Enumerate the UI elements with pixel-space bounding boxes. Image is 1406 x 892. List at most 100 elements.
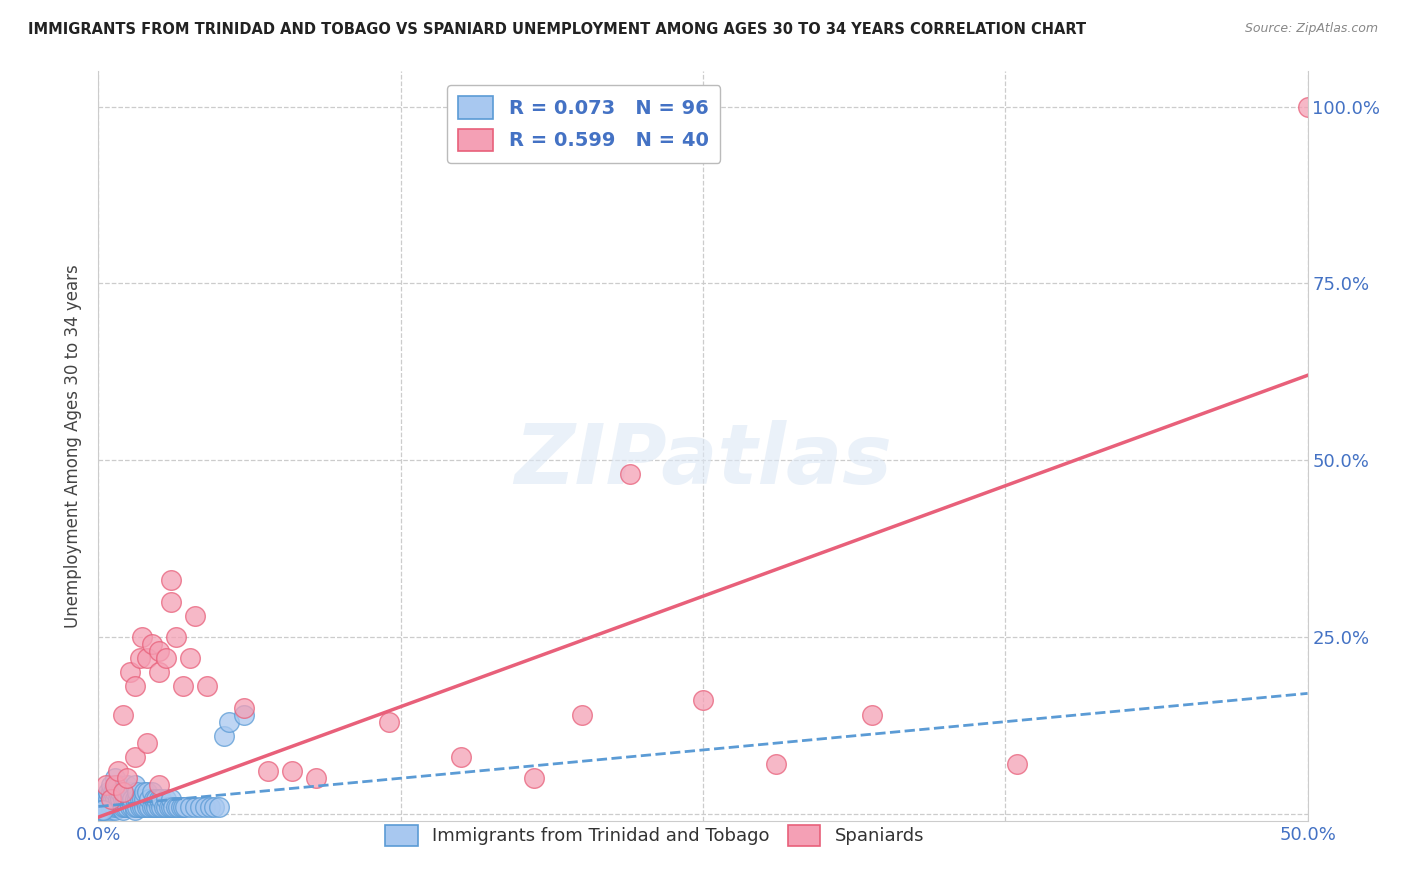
Point [152,799,174,814]
Point [90,803,112,817]
Point [124,799,146,814]
Point [124,792,146,806]
Point [305,771,328,785]
Point [571,707,593,722]
Point [194,799,217,814]
Point [111,799,134,814]
Point [143,792,166,806]
Point [108,799,131,814]
Point [118,799,141,814]
Text: ZIPatlas: ZIPatlas [515,420,891,501]
Point [104,792,127,806]
Point [127,792,149,806]
Point [107,792,129,806]
Point [523,771,546,785]
Point [172,679,194,693]
Point [208,799,231,814]
Point [107,778,129,792]
Point [111,785,134,799]
Point [104,778,127,792]
Point [692,693,714,707]
Legend: Immigrants from Trinidad and Tobago, Spaniards: Immigrants from Trinidad and Tobago, Spa… [378,818,931,853]
Point [128,792,150,806]
Point [184,608,207,623]
Point [118,665,141,680]
Point [94,778,117,792]
Point [195,679,218,693]
Point [108,792,131,806]
Point [124,803,146,817]
Point [165,630,187,644]
Point [619,467,641,482]
Point [131,799,153,814]
Point [184,799,207,814]
Point [128,651,150,665]
Point [107,764,129,779]
Point [117,792,139,806]
Point [162,799,184,814]
Point [765,757,787,772]
Point [94,799,117,814]
Point [91,792,114,806]
Point [155,651,177,665]
Point [114,785,136,799]
Point [145,799,167,814]
Point [94,803,117,817]
Point [134,785,156,799]
Point [117,771,139,785]
Point [111,803,134,817]
Point [117,799,139,814]
Y-axis label: Unemployment Among Ages 30 to 34 years: Unemployment Among Ages 30 to 34 years [65,264,83,628]
Point [127,799,149,814]
Point [145,792,167,806]
Point [104,799,127,814]
Point [124,778,146,792]
Point [100,792,122,806]
Point [111,707,134,722]
Point [160,574,183,588]
Point [100,785,122,799]
Point [188,799,211,814]
Point [104,803,127,817]
Point [141,785,163,799]
Point [167,799,190,814]
Point [160,792,183,806]
Point [97,785,120,799]
Point [131,630,153,644]
Point [118,792,141,806]
Point [100,803,122,817]
Point [135,799,157,814]
Point [111,792,134,806]
Point [91,799,114,814]
Point [121,792,143,806]
Point [104,771,127,785]
Text: Source: ZipAtlas.com: Source: ZipAtlas.com [1244,22,1378,36]
Point [141,637,163,651]
Point [148,799,170,814]
Point [100,792,122,806]
Point [450,750,472,764]
Point [107,799,129,814]
Point [138,799,160,814]
Point [111,785,134,799]
Point [204,799,226,814]
Point [148,665,170,680]
Point [157,799,180,814]
Point [121,799,143,814]
Point [100,799,122,814]
Point [1007,757,1029,772]
Point [101,792,124,806]
Point [169,799,191,814]
Point [860,707,883,722]
Point [127,785,149,799]
Point [179,651,201,665]
Point [128,799,150,814]
Point [155,799,177,814]
Point [114,792,136,806]
Point [218,714,240,729]
Text: IMMIGRANTS FROM TRINIDAD AND TOBAGO VS SPANIARD UNEMPLOYMENT AMONG AGES 30 TO 34: IMMIGRANTS FROM TRINIDAD AND TOBAGO VS S… [28,22,1087,37]
Point [155,792,177,806]
Point [97,799,120,814]
Point [117,778,139,792]
Point [1296,100,1319,114]
